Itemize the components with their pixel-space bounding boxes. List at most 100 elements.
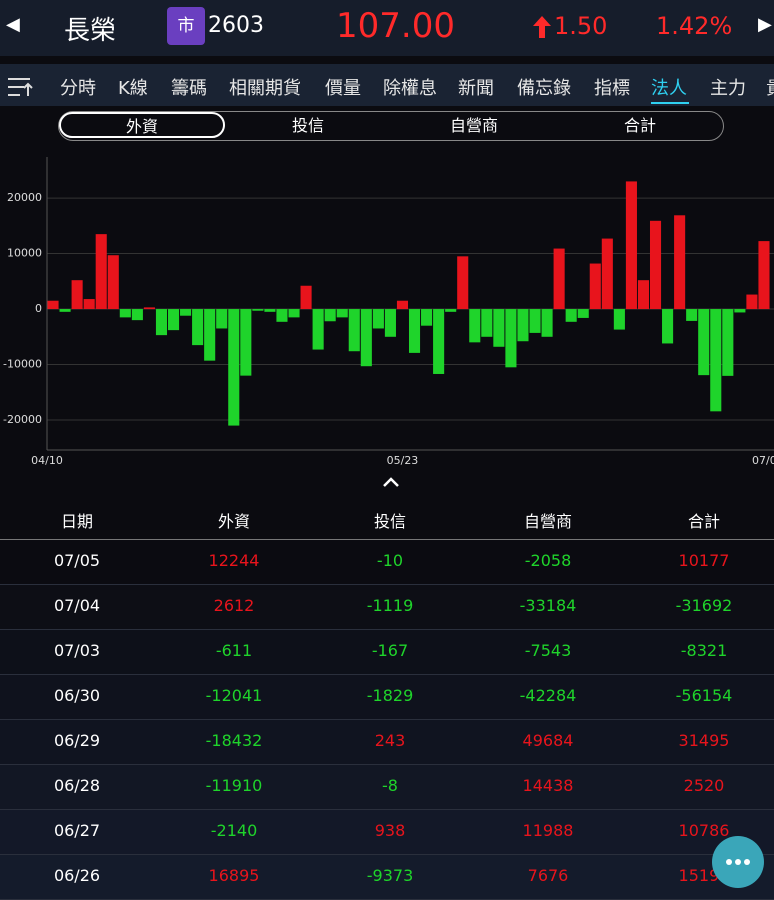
bar: [143, 307, 155, 310]
value-cell: -2058: [524, 551, 572, 570]
segment[interactable]: 投信: [291, 116, 324, 135]
x-tick-label: 05/23: [387, 454, 419, 467]
value-cell: -56154: [675, 686, 733, 705]
segmented-control: 外資 投信 自營商 合計: [58, 111, 724, 141]
row-divider: [0, 809, 774, 810]
bar: [264, 309, 276, 312]
tab[interactable]: 相關期貨: [229, 78, 301, 99]
value-cell: -42284: [519, 686, 577, 705]
table: 日期 外資 投信 自營商 合計 07/05 12244 -10 -2058 10177 07/04 2…: [0, 495, 774, 900]
change-percent: 1.42%: [656, 12, 733, 40]
back-button[interactable]: ◀: [6, 14, 20, 35]
bar: [167, 309, 180, 331]
row-background: [0, 630, 774, 674]
value-cell: -8: [382, 776, 398, 795]
market-badge: 市: [167, 7, 205, 45]
bar: [228, 309, 240, 426]
value-cell: 938: [374, 821, 406, 840]
bar: [83, 299, 95, 310]
row-background: [0, 765, 774, 809]
bar: [300, 285, 312, 310]
value-cell: -167: [371, 641, 409, 660]
collapse-chevron[interactable]: [382, 476, 400, 488]
bar: [674, 215, 686, 310]
x-tick-label: 04/10: [31, 454, 63, 467]
tab[interactable]: K線: [118, 78, 148, 99]
bar: [469, 309, 481, 343]
row-background: [0, 675, 774, 719]
column-header: 合計: [687, 512, 720, 531]
y-tick-label: 10000: [7, 247, 42, 260]
tab[interactable]: 指標: [594, 78, 630, 99]
bar: [541, 309, 553, 337]
value-cell: 10786: [678, 821, 730, 840]
date-cell: 06/30: [53, 686, 101, 705]
date-cell: 06/29: [53, 731, 101, 750]
bar: [662, 309, 674, 344]
bar: [192, 309, 204, 346]
bar: [384, 309, 396, 337]
bar: [722, 309, 734, 376]
bar: [252, 309, 264, 311]
row-background: [0, 720, 774, 764]
y-tick-label: -20000: [3, 413, 42, 426]
value-cell: 31495: [678, 731, 730, 750]
segment[interactable]: 合計: [623, 116, 656, 135]
value-cell: 16895: [208, 866, 260, 885]
value-cell: -611: [215, 641, 253, 660]
stock-code: 2603: [208, 13, 264, 38]
tab[interactable]: 除權息: [383, 78, 437, 99]
row-background: [0, 585, 774, 629]
tab[interactable]: 備忘錄: [517, 78, 571, 99]
value-cell: -12041: [205, 686, 263, 705]
more-button[interactable]: [712, 836, 764, 888]
menu-icon[interactable]: [8, 76, 34, 98]
value-cell: 2520: [683, 776, 725, 795]
row-background: [0, 855, 774, 899]
bar: [155, 309, 168, 336]
bar: [710, 309, 722, 412]
tab[interactable]: 法人: [651, 78, 687, 99]
bar: [445, 309, 457, 312]
bar: [312, 309, 324, 350]
bar: [734, 309, 746, 313]
bar: [553, 248, 565, 310]
bar: [493, 309, 505, 347]
value-cell: -8321: [680, 641, 728, 660]
tab[interactable]: 分時: [60, 78, 96, 99]
change: 1.50: [554, 12, 608, 40]
value-cell: -7543: [524, 641, 572, 660]
row-background: [0, 810, 774, 854]
bar: [698, 309, 710, 376]
value-cell: -1119: [366, 596, 414, 615]
value-cell: -2140: [210, 821, 258, 840]
value-cell: -31692: [675, 596, 733, 615]
segment[interactable]: 自營商: [449, 116, 498, 135]
y-tick-label: 20000: [7, 191, 42, 204]
bar: [360, 309, 372, 367]
bar: [276, 309, 288, 322]
bar: [529, 309, 541, 333]
bar: [131, 309, 143, 321]
date-cell: 06/26: [53, 866, 101, 885]
bar: [481, 309, 493, 337]
tab[interactable]: 主力: [710, 78, 746, 99]
more-icon: [726, 859, 750, 865]
tab[interactable]: 新聞: [458, 78, 494, 99]
segment[interactable]: 外資: [59, 112, 225, 138]
value-cell: 14438: [522, 776, 574, 795]
bar: [613, 309, 625, 330]
tab[interactable]: 籌碼: [171, 78, 207, 99]
value-cell: 49684: [522, 731, 574, 750]
chart: -20000 -10000 0 10000 20000 04/10 05/23 07/05: [3, 157, 774, 467]
tab[interactable]: 價量: [325, 78, 361, 99]
row-divider: [0, 674, 774, 675]
bar: [517, 309, 529, 342]
value-cell: 243: [374, 731, 406, 750]
bar: [433, 309, 445, 374]
bar: [107, 255, 119, 310]
tab[interactable]: 貴: [766, 74, 774, 100]
bar: [457, 256, 469, 310]
forward-button[interactable]: ▶: [758, 14, 772, 35]
